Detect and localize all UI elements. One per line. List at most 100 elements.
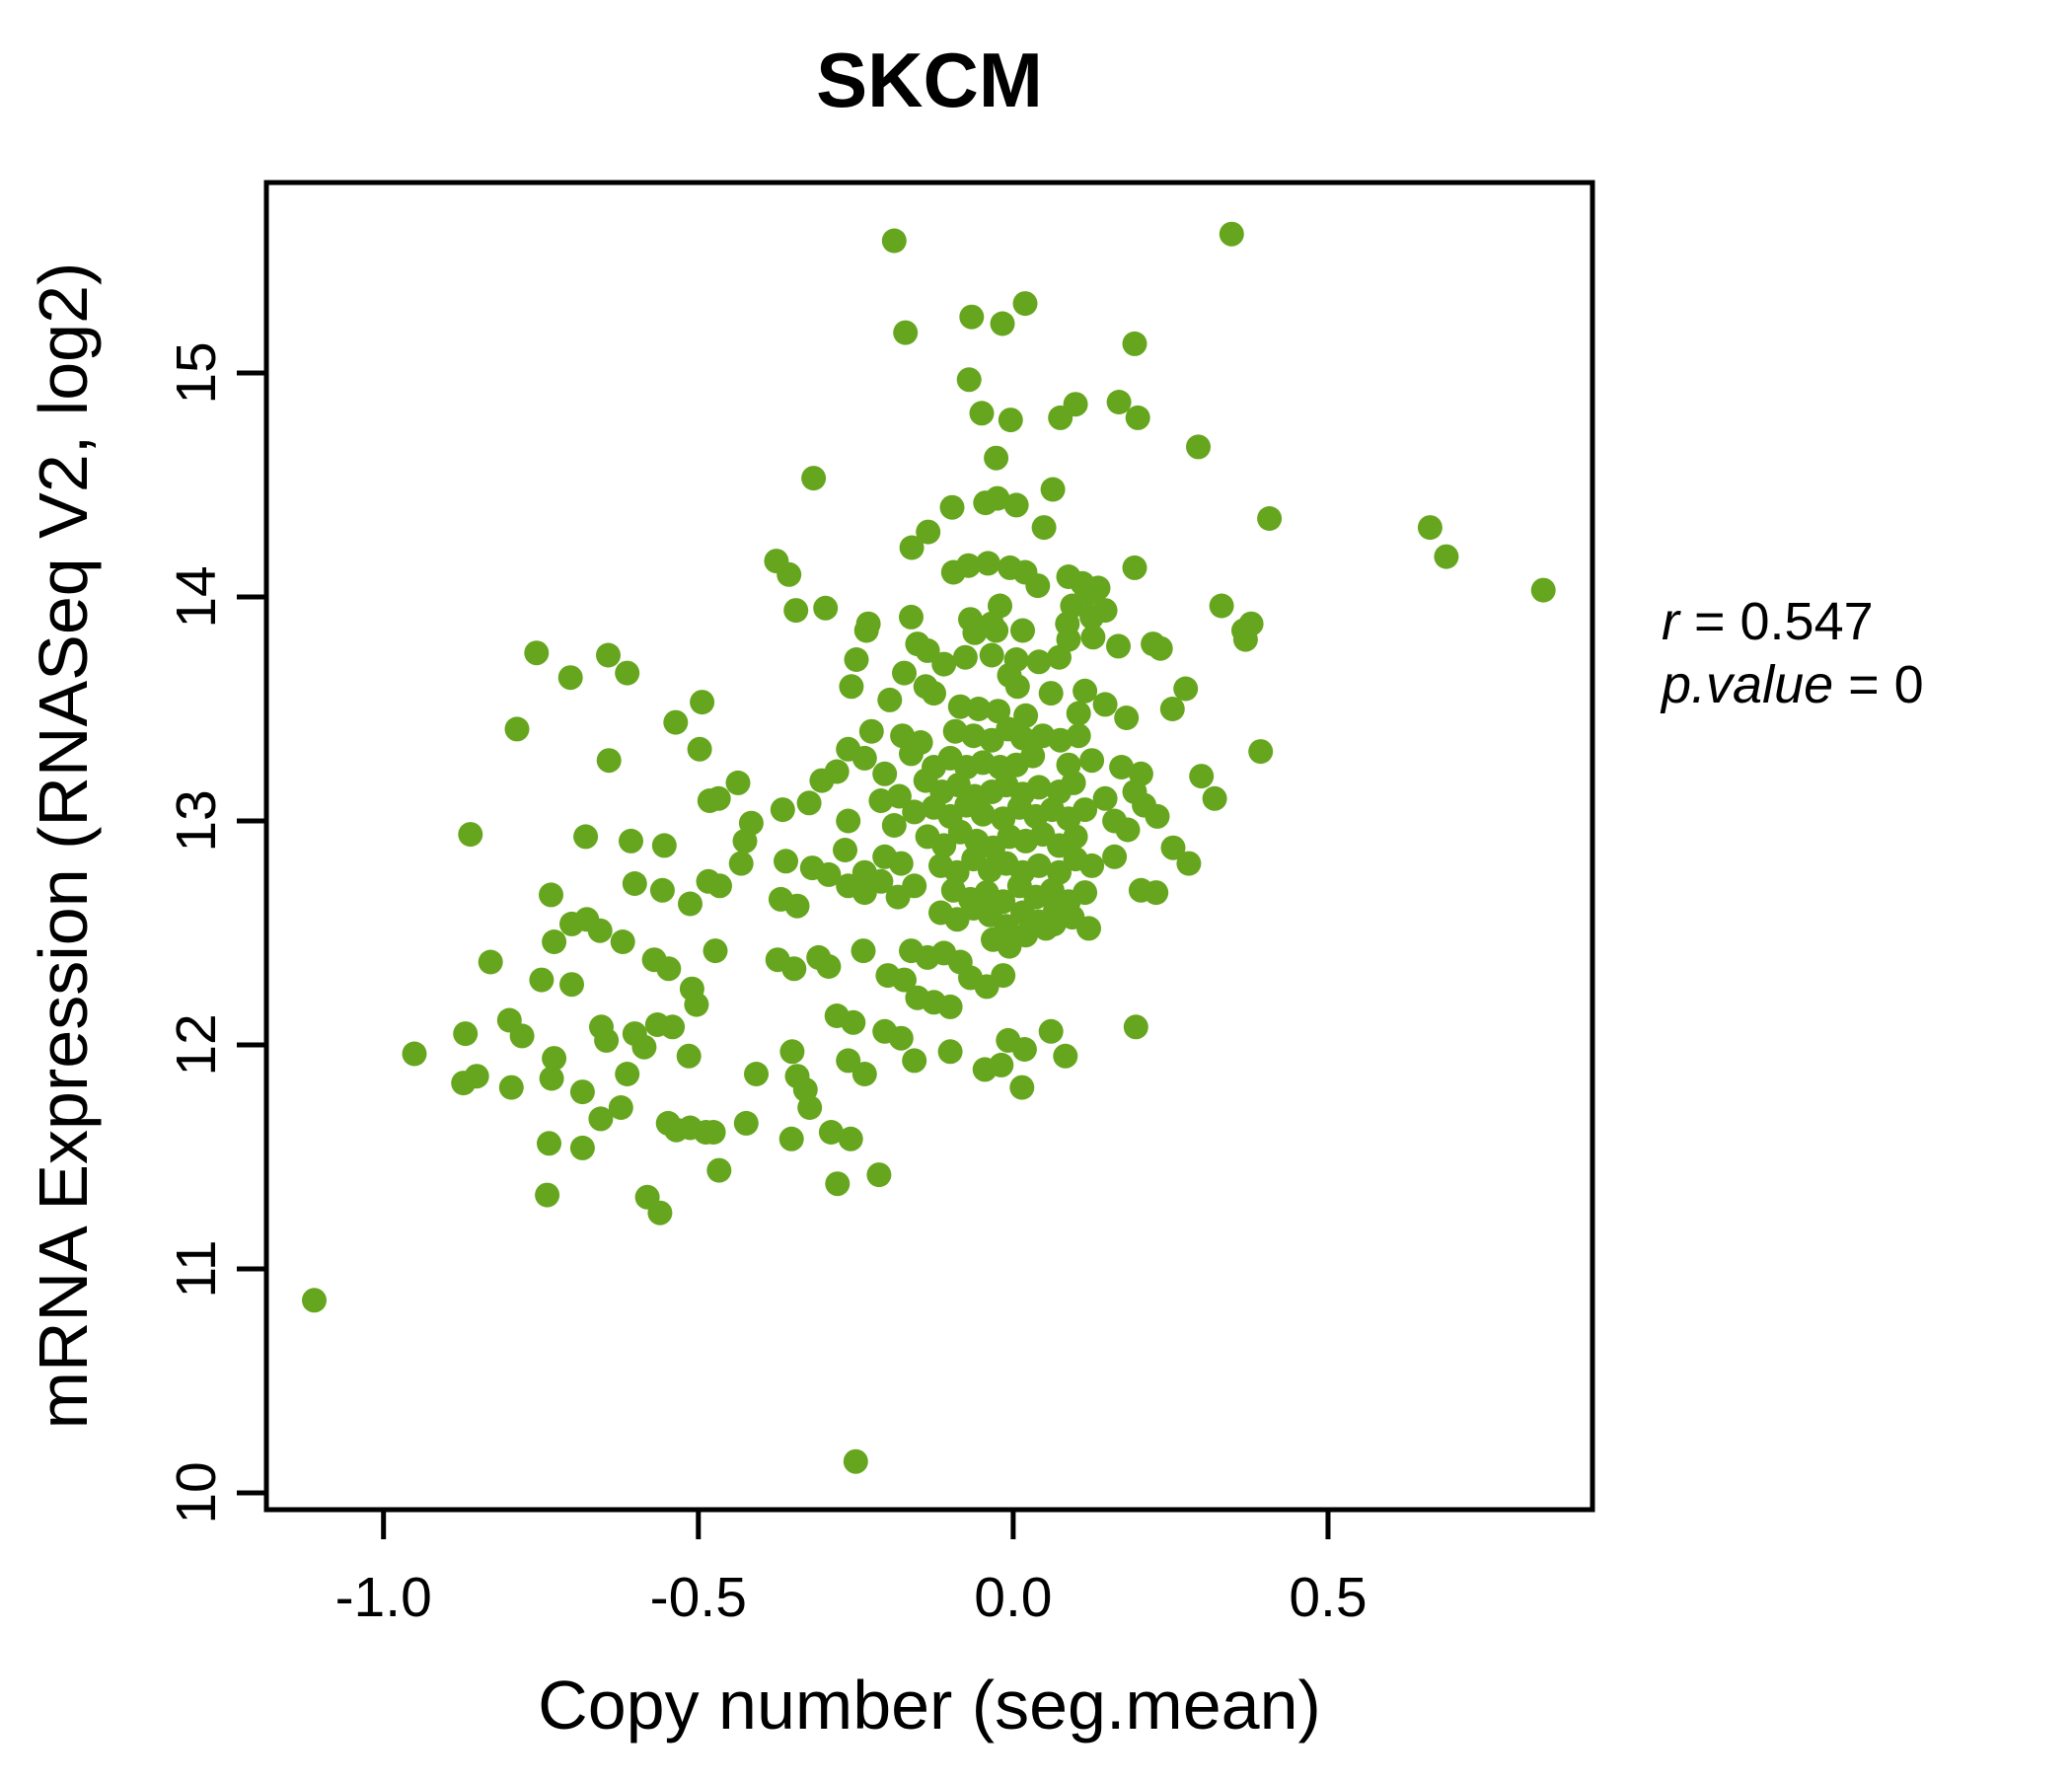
- data-point: [969, 401, 995, 426]
- data-point: [801, 466, 827, 491]
- data-point: [947, 694, 973, 719]
- p-value: = 0: [1833, 655, 1924, 714]
- data-point: [881, 228, 907, 254]
- data-point: [542, 929, 567, 954]
- data-point: [877, 687, 903, 712]
- data-point: [1102, 844, 1128, 869]
- data-point: [656, 956, 682, 982]
- data-point: [1106, 390, 1132, 414]
- y-tick-label: 10: [165, 1461, 228, 1523]
- data-point: [1040, 477, 1066, 502]
- data-point: [770, 797, 795, 823]
- data-point: [1085, 575, 1111, 601]
- data-point: [1073, 678, 1098, 704]
- data-point: [594, 1027, 620, 1053]
- data-point: [1009, 1075, 1035, 1100]
- data-point: [1122, 555, 1147, 580]
- data-point: [1041, 911, 1067, 936]
- data-point: [868, 868, 894, 894]
- data-point: [1434, 544, 1459, 569]
- data-point: [529, 967, 555, 993]
- data-point: [1063, 392, 1088, 417]
- data-point: [569, 1079, 595, 1105]
- data-point: [931, 833, 957, 858]
- data-point: [970, 801, 996, 827]
- data-point: [833, 838, 857, 862]
- data-point: [778, 1126, 804, 1151]
- x-tick-label: -0.5: [650, 1566, 747, 1629]
- data-point: [892, 967, 917, 993]
- data-point: [984, 618, 1009, 643]
- data-point: [1231, 618, 1256, 643]
- data-point: [464, 1064, 489, 1089]
- data-point: [962, 620, 988, 645]
- data-point: [1079, 748, 1105, 774]
- data-point: [1066, 701, 1091, 726]
- data-point: [892, 660, 917, 686]
- data-point: [937, 994, 963, 1019]
- data-point: [975, 551, 1000, 576]
- y-axis-label: mRNA Expression (RNASeq V2, log2): [25, 262, 102, 1430]
- data-point: [1073, 797, 1098, 823]
- data-point: [851, 938, 876, 964]
- data-point: [631, 1034, 657, 1060]
- data-point: [838, 1126, 863, 1151]
- data-point: [537, 1131, 561, 1156]
- data-point: [956, 367, 982, 393]
- data-point: [1189, 764, 1215, 789]
- data-point: [868, 788, 894, 813]
- data-point: [619, 828, 643, 853]
- data-point: [1012, 291, 1038, 317]
- data-point: [836, 1048, 861, 1074]
- data-point: [990, 311, 1015, 336]
- data-point: [1026, 853, 1052, 878]
- data-point: [610, 929, 635, 954]
- data-point: [1011, 1037, 1037, 1062]
- data-point: [784, 893, 810, 919]
- data-point: [535, 1182, 560, 1208]
- r-symbol: r: [1662, 592, 1681, 651]
- x-tick-label: 0.0: [974, 1566, 1052, 1629]
- data-point: [899, 604, 924, 630]
- data-point: [703, 938, 728, 964]
- data-point: [622, 871, 647, 896]
- correlation-p-text: p.value = 0: [1660, 655, 1924, 714]
- data-point: [816, 861, 842, 887]
- data-point: [1219, 221, 1244, 247]
- data-point: [1122, 331, 1147, 356]
- data-point: [539, 1066, 564, 1091]
- data-point: [707, 873, 732, 899]
- data-point: [573, 824, 599, 850]
- data-point: [498, 1075, 524, 1100]
- data-point: [1123, 1014, 1148, 1040]
- data-point: [588, 1106, 614, 1132]
- data-point: [615, 660, 640, 686]
- data-point: [984, 445, 1009, 471]
- data-point: [504, 716, 530, 742]
- data-point: [858, 718, 884, 744]
- data-point: [888, 1025, 914, 1051]
- data-point: [841, 1009, 866, 1035]
- r-value: = 0.547: [1679, 592, 1874, 651]
- data-point: [1125, 405, 1150, 430]
- data-point: [478, 949, 503, 975]
- data-point: [888, 851, 914, 876]
- data-point: [1176, 851, 1202, 876]
- y-tick-label: 13: [165, 789, 228, 852]
- data-point: [902, 799, 927, 825]
- data-point: [733, 1110, 759, 1136]
- data-point: [781, 956, 807, 982]
- data-point: [1092, 692, 1118, 717]
- data-point: [453, 1021, 479, 1047]
- plot-border: [263, 180, 1595, 1513]
- data-point: [979, 642, 1004, 668]
- data-point: [818, 1120, 844, 1145]
- data-point: [853, 618, 879, 643]
- y-tick-label: 14: [165, 565, 228, 628]
- data-point: [881, 813, 907, 838]
- data-point: [1141, 631, 1166, 657]
- data-point: [1257, 506, 1283, 531]
- data-point: [1248, 739, 1274, 765]
- data-point: [1038, 681, 1064, 706]
